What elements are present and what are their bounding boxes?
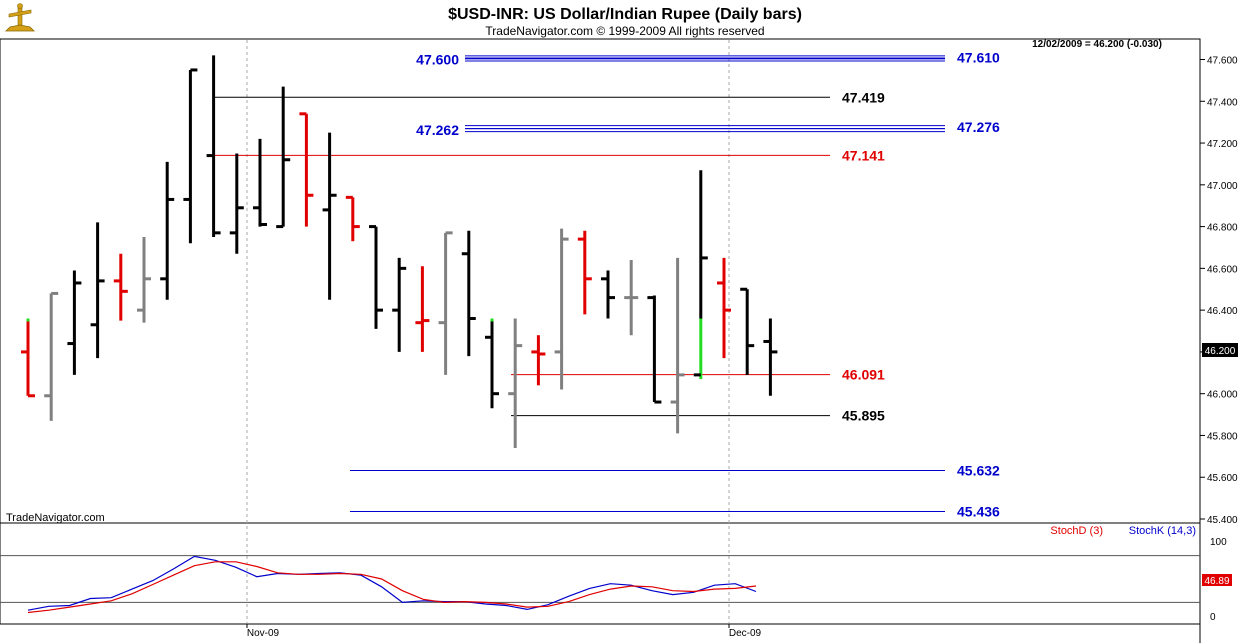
- price-tick-label: 47.200: [1207, 139, 1238, 150]
- price-tick-label: 47.400: [1207, 97, 1238, 108]
- price-tick-label: 45.800: [1207, 431, 1238, 442]
- ohlc-bar: [415, 266, 430, 352]
- level-label: 47.610: [957, 49, 1000, 65]
- last-price-label: 46.200: [1205, 346, 1236, 357]
- ohlc-bar: [624, 260, 639, 336]
- price-tick-label: 46.000: [1207, 390, 1238, 401]
- stoch-panel: [0, 522, 1201, 625]
- price-tick-label: 46.800: [1207, 223, 1238, 234]
- ohlc-bar: [137, 237, 151, 323]
- ohlc-bar: [717, 257, 731, 359]
- price-tick-label: 45.400: [1207, 515, 1238, 526]
- ohlc-bar: [485, 318, 499, 409]
- quote-readout: 12/02/2009 = 46.200 (-0.030): [1032, 39, 1162, 50]
- stoch-tick-label: 100: [1210, 537, 1227, 548]
- stoch-axis: 100 0: [1210, 537, 1227, 623]
- ohlc-bar: [670, 257, 685, 434]
- ohlc-bar: [44, 291, 59, 421]
- ohlc-bar: [392, 257, 407, 352]
- level-label: 47.141: [842, 147, 885, 163]
- price-panel: [0, 38, 1201, 524]
- ohlc-bar: [206, 55, 221, 238]
- last-price-marker: 46.200: [1202, 343, 1238, 357]
- ohlc-bar: [299, 112, 314, 227]
- ohlc-bar: [554, 228, 569, 390]
- chart-copyright: TradeNavigator.com © 1999-2009 All right…: [485, 24, 764, 38]
- ohlc-bar: [438, 231, 453, 375]
- price-tick-label: 47.600: [1207, 56, 1238, 67]
- ohlc-bar: [113, 253, 128, 321]
- gridlines: [246, 40, 730, 623]
- level-label: 47.600: [416, 52, 459, 68]
- ohlc-bar: [369, 225, 383, 329]
- ohlc-bar: [21, 318, 35, 398]
- ohlc-bar: [508, 318, 523, 448]
- legend-stochd: StochD (3): [1050, 525, 1103, 537]
- price-tick-label: 46.600: [1207, 264, 1238, 275]
- ohlc-bar: [183, 68, 198, 244]
- level-label: 47.419: [842, 89, 885, 105]
- stochd-line: [27, 561, 757, 614]
- ohlc-bar: [461, 230, 476, 357]
- ohlc-bar: [345, 195, 360, 242]
- ohlc-bar: [253, 138, 267, 227]
- ohlc-bar: [160, 161, 175, 300]
- ohlc-bar: [90, 222, 105, 359]
- level-label: 47.276: [957, 119, 1000, 135]
- price-tick-label: 45.600: [1207, 473, 1238, 484]
- date-tick-label: Dec-09: [729, 628, 762, 639]
- price-tick-label: 46.400: [1207, 306, 1238, 317]
- ohlc-bar: [693, 170, 708, 380]
- level-label: 46.091: [842, 367, 885, 383]
- stochastic-lines: [0, 555, 1200, 614]
- ohlc-bar: [276, 86, 291, 229]
- price-bars: [21, 55, 778, 448]
- ohlc-bar: [67, 270, 82, 375]
- stoch-tick-label: 0: [1210, 612, 1216, 623]
- ohlc-bar: [531, 335, 546, 386]
- level-label: 45.632: [957, 463, 1000, 479]
- ohlc-bar: [740, 287, 755, 375]
- chart-title: $USD-INR: US Dollar/Indian Rupee (Daily …: [448, 6, 802, 23]
- ohlc-bar: [577, 230, 592, 315]
- ohlc-bar: [601, 270, 615, 319]
- level-label: 45.895: [842, 408, 885, 424]
- level-label: 45.436: [957, 503, 1000, 519]
- stoch-readout-marker: 46.89: [1202, 574, 1232, 587]
- tradenavigator-logo-icon: [5, 3, 35, 32]
- price-tick-label: 47.000: [1207, 181, 1238, 192]
- date-axis: Nov-09 Dec-09: [246, 624, 762, 639]
- watermark: TradeNavigator.com: [6, 512, 105, 524]
- ohlc-bar: [229, 153, 244, 254]
- ohlc-bar: [647, 295, 662, 404]
- legend-stochk: StochK (14,3): [1129, 525, 1196, 537]
- level-label: 47.262: [416, 122, 459, 138]
- date-tick-label: Nov-09: [247, 628, 280, 639]
- ohlc-bar: [763, 318, 778, 396]
- price-axis: 47.600 47.400 47.200 47.000 46.800 46.600 46.4…: [1200, 56, 1238, 526]
- ohlc-bar: [322, 132, 337, 300]
- level-lines: 47.610 47.600 47.419 47.276 47.262 47.141 46.0…: [213, 49, 1000, 519]
- stoch-readout: 46.89: [1204, 576, 1229, 587]
